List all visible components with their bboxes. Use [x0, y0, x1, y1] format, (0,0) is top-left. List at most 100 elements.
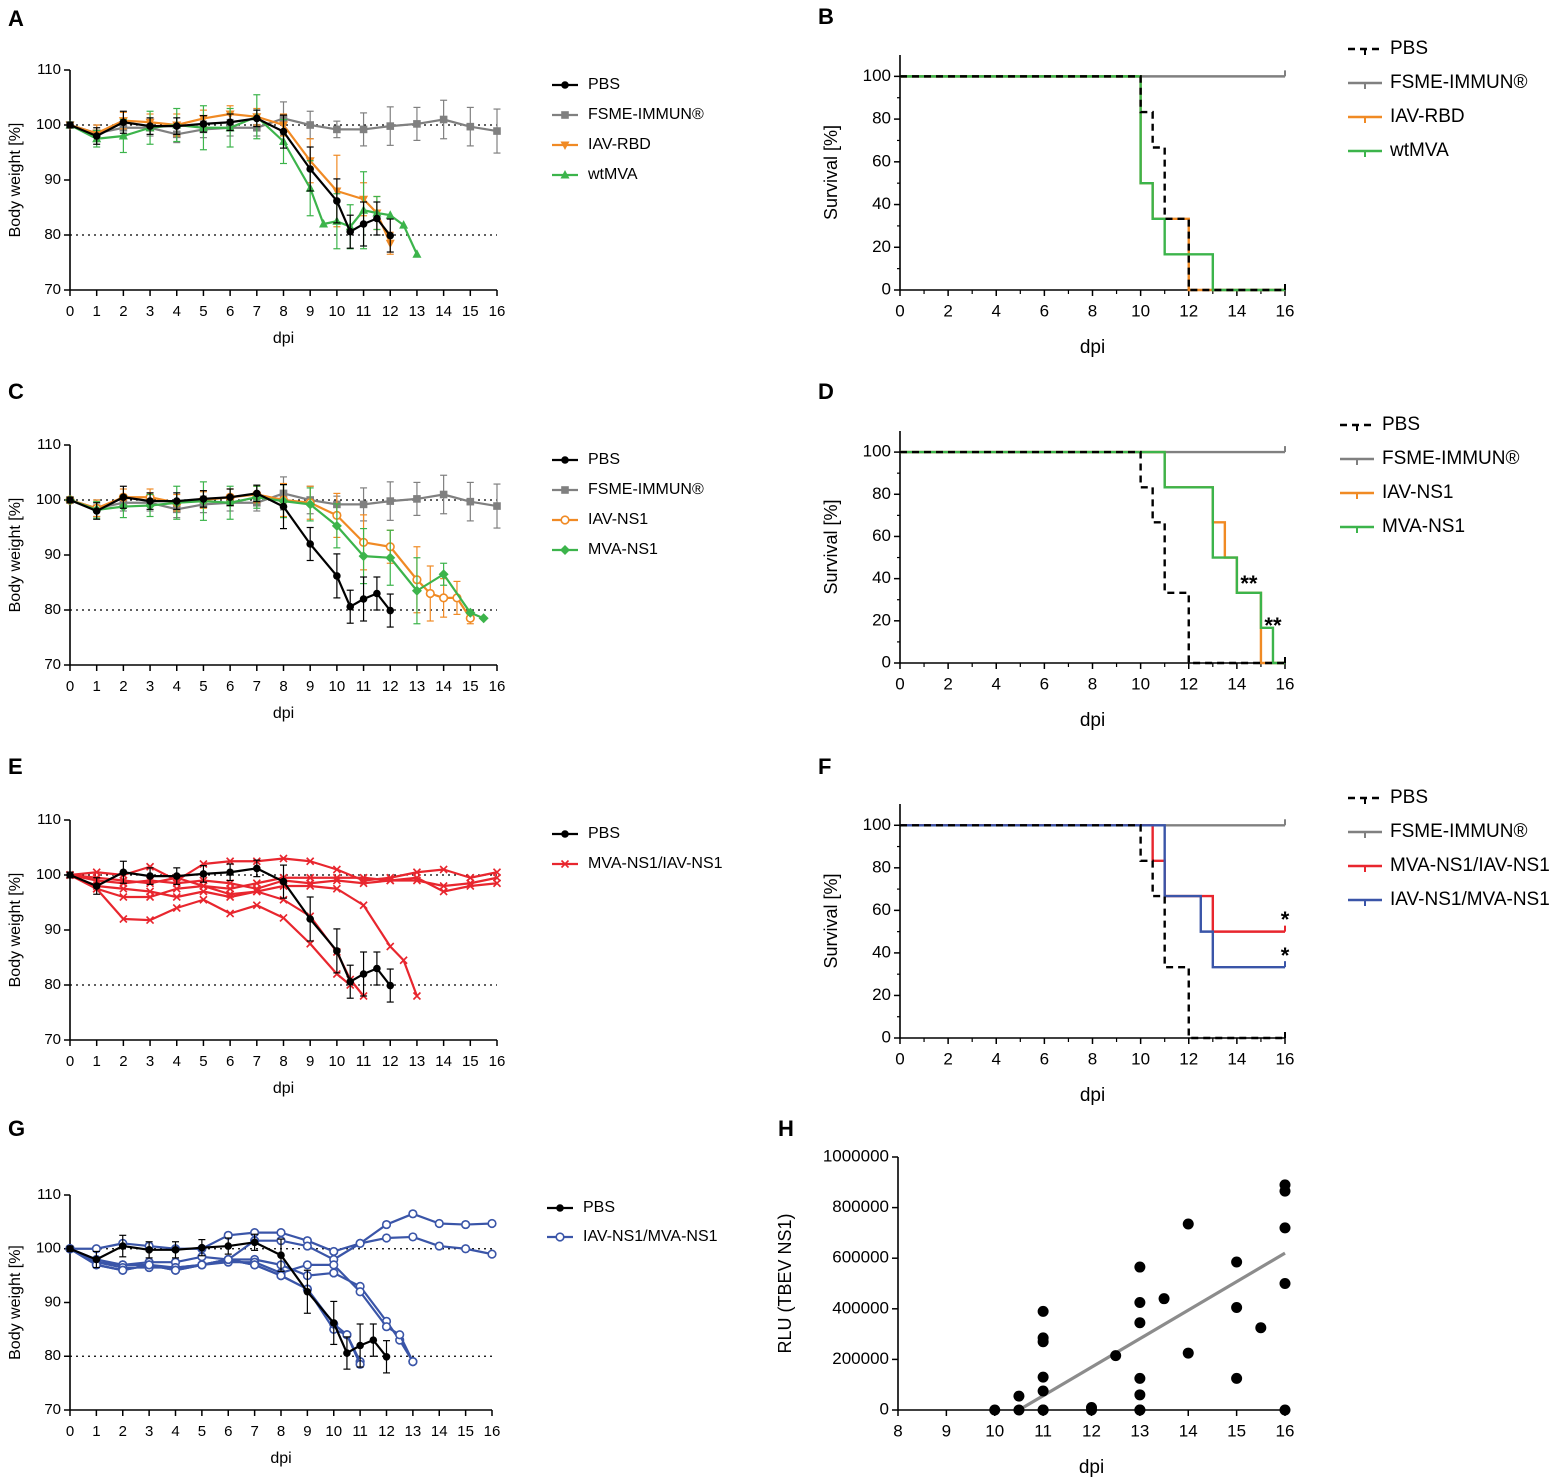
data-point [306, 881, 315, 891]
x-tick-label: 2 [119, 1423, 127, 1440]
legend-marker [560, 515, 570, 525]
data-point [399, 956, 408, 965]
x-tick-label: 14 [1227, 1049, 1246, 1068]
data-point [386, 981, 395, 990]
data-point [439, 881, 448, 891]
data-point [170, 1265, 181, 1275]
y-tick-label: 70 [44, 1401, 61, 1418]
x-tick-label: 8 [1088, 674, 1097, 693]
data-point [439, 865, 448, 874]
legend: PBS FSME-IMMUN® IAV-NS1 MVA-NS1 [552, 451, 704, 558]
y-tick-label: 20 [872, 985, 891, 1004]
x-tick-label: 13 [409, 678, 426, 695]
scatter-point [1279, 1278, 1291, 1289]
data-point [92, 132, 101, 140]
x-tick-label: 12 [1179, 674, 1198, 693]
series-pbs [66, 484, 395, 628]
y-tick-label: 90 [44, 546, 61, 563]
data-point [279, 127, 288, 136]
legend-marker [556, 1204, 564, 1212]
scatter-point [1231, 1372, 1243, 1384]
legend-marker [560, 170, 570, 179]
x-tick-label: 4 [992, 301, 1001, 320]
data-point [466, 122, 475, 131]
series-iav-ns1 [65, 482, 475, 625]
y-axis-label: Body weight [%] [7, 123, 24, 238]
data-point [118, 1265, 128, 1275]
legend-label: FSME-IMMUN® [588, 106, 704, 123]
x-tick-label: 15 [462, 1053, 479, 1070]
data-point [306, 915, 314, 923]
data-point [425, 588, 435, 599]
data-point [478, 613, 489, 624]
data-point [199, 895, 208, 904]
data-point [172, 872, 181, 880]
x-axis-label: dpi [1079, 1457, 1104, 1478]
data-point [386, 606, 395, 615]
y-tick-label: 0 [882, 1027, 891, 1046]
x-tick-label: 15 [1227, 1421, 1246, 1440]
x-tick-label: 0 [895, 1049, 904, 1068]
panel-label: E [8, 754, 23, 779]
y-tick-label: 40 [872, 942, 891, 961]
x-axis-label: dpi [1080, 710, 1105, 731]
data-point [373, 964, 381, 973]
y-tick-label: 110 [37, 436, 61, 453]
data-point [373, 214, 381, 223]
x-tick-label: 7 [253, 303, 261, 320]
legend-label: IAV-RBD [1390, 106, 1465, 127]
legend-marker [555, 1232, 565, 1242]
y-tick-label: 0 [882, 652, 891, 671]
data-point [279, 854, 288, 863]
data-point [356, 1341, 364, 1350]
data-point [386, 942, 395, 951]
scatter-point [1255, 1322, 1267, 1334]
data-point [253, 489, 261, 498]
legend-label: wtMVA [1389, 140, 1449, 161]
legend-label: FSME-IMMUN® [1382, 448, 1519, 469]
legend: PBS FSME-IMMUN® IAV-RBD wtMVA [1348, 38, 1527, 161]
y-tick-label: 60 [872, 151, 891, 170]
x-tick-label: 16 [489, 1053, 506, 1070]
y-tick-label: 20 [872, 237, 891, 256]
data-point [359, 500, 368, 509]
data-point [306, 873, 315, 882]
legend-label: PBS [1390, 787, 1428, 808]
data-point [118, 1242, 127, 1250]
y-tick-label: 60 [872, 900, 891, 919]
data-point [329, 1246, 339, 1257]
series-pbs [66, 1233, 391, 1374]
data-point [399, 220, 409, 229]
data-point [197, 1260, 207, 1270]
x-tick-label: 13 [409, 1053, 426, 1070]
x-tick-label: 2 [119, 678, 127, 695]
data-point [466, 497, 475, 506]
x-tick-label: 6 [1040, 1049, 1049, 1068]
data-point [355, 1238, 365, 1248]
scatter-point [1231, 1302, 1243, 1314]
legend-label: PBS [1382, 414, 1420, 435]
survival-iav-ns1-mva-ns1 [900, 824, 1286, 969]
data-point [373, 589, 381, 598]
data-point [92, 1255, 101, 1264]
data-point [461, 1244, 471, 1254]
data-point [172, 497, 181, 505]
panel-f: F 0 20 40 60 80 100 0 2 4 6 8 10 12 14 16 dpi Survival [%… [818, 754, 1550, 1106]
legend-marker [561, 456, 569, 464]
data-point [333, 572, 341, 580]
scatter-point [1013, 1390, 1025, 1402]
legend-label: IAV-RBD [588, 136, 651, 153]
x-tick-label: 15 [457, 1423, 474, 1440]
panel-label: H [778, 1116, 794, 1141]
panel-d: D 0 20 40 60 80 100 0 2 4 6 8 10 12 14 16 dpi Survival [%… [818, 379, 1519, 731]
survival-curve [900, 75, 1285, 292]
y-tick-label: 70 [44, 1031, 61, 1048]
x-tick-label: 5 [198, 1423, 206, 1440]
x-tick-label: 16 [1276, 1421, 1295, 1440]
x-tick-label: 16 [489, 678, 506, 695]
x-tick-label: 7 [253, 1053, 261, 1070]
data-point [331, 520, 342, 531]
series-mva-ns1-iav-ns1 [65, 870, 368, 1001]
